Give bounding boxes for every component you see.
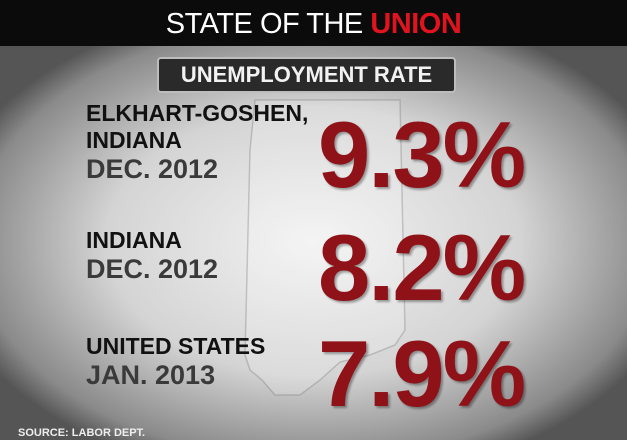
subtitle: UNEMPLOYMENT RATE — [157, 57, 456, 93]
row-value: 8.2% — [318, 215, 526, 320]
title: STATE OF THE UNION — [0, 8, 627, 41]
source: SOURCE: LABOR DEPT. — [18, 427, 146, 439]
row-date: JAN. 2013 — [86, 360, 216, 390]
title-highlight: UNION — [370, 8, 462, 40]
row-value: 7.9% — [318, 321, 526, 426]
row-label: ELKHART-GOSHEN, INDIANA DEC. 2012 — [86, 100, 308, 184]
row-value: 9.3% — [318, 102, 526, 207]
row-date: DEC. 2012 — [86, 254, 219, 284]
title-text: STATE OF THE — [165, 8, 364, 40]
label-line: UNITED STATES — [86, 333, 266, 359]
row-date: DEC. 2012 — [86, 154, 219, 184]
top-bar — [0, 0, 627, 46]
label-line: INDIANA — [86, 227, 182, 253]
row-label: UNITED STATES JAN. 2013 — [86, 333, 265, 390]
label-line: INDIANA — [86, 127, 182, 153]
row-label: INDIANA DEC. 2012 — [86, 227, 218, 284]
label-line: ELKHART-GOSHEN, — [86, 100, 309, 126]
